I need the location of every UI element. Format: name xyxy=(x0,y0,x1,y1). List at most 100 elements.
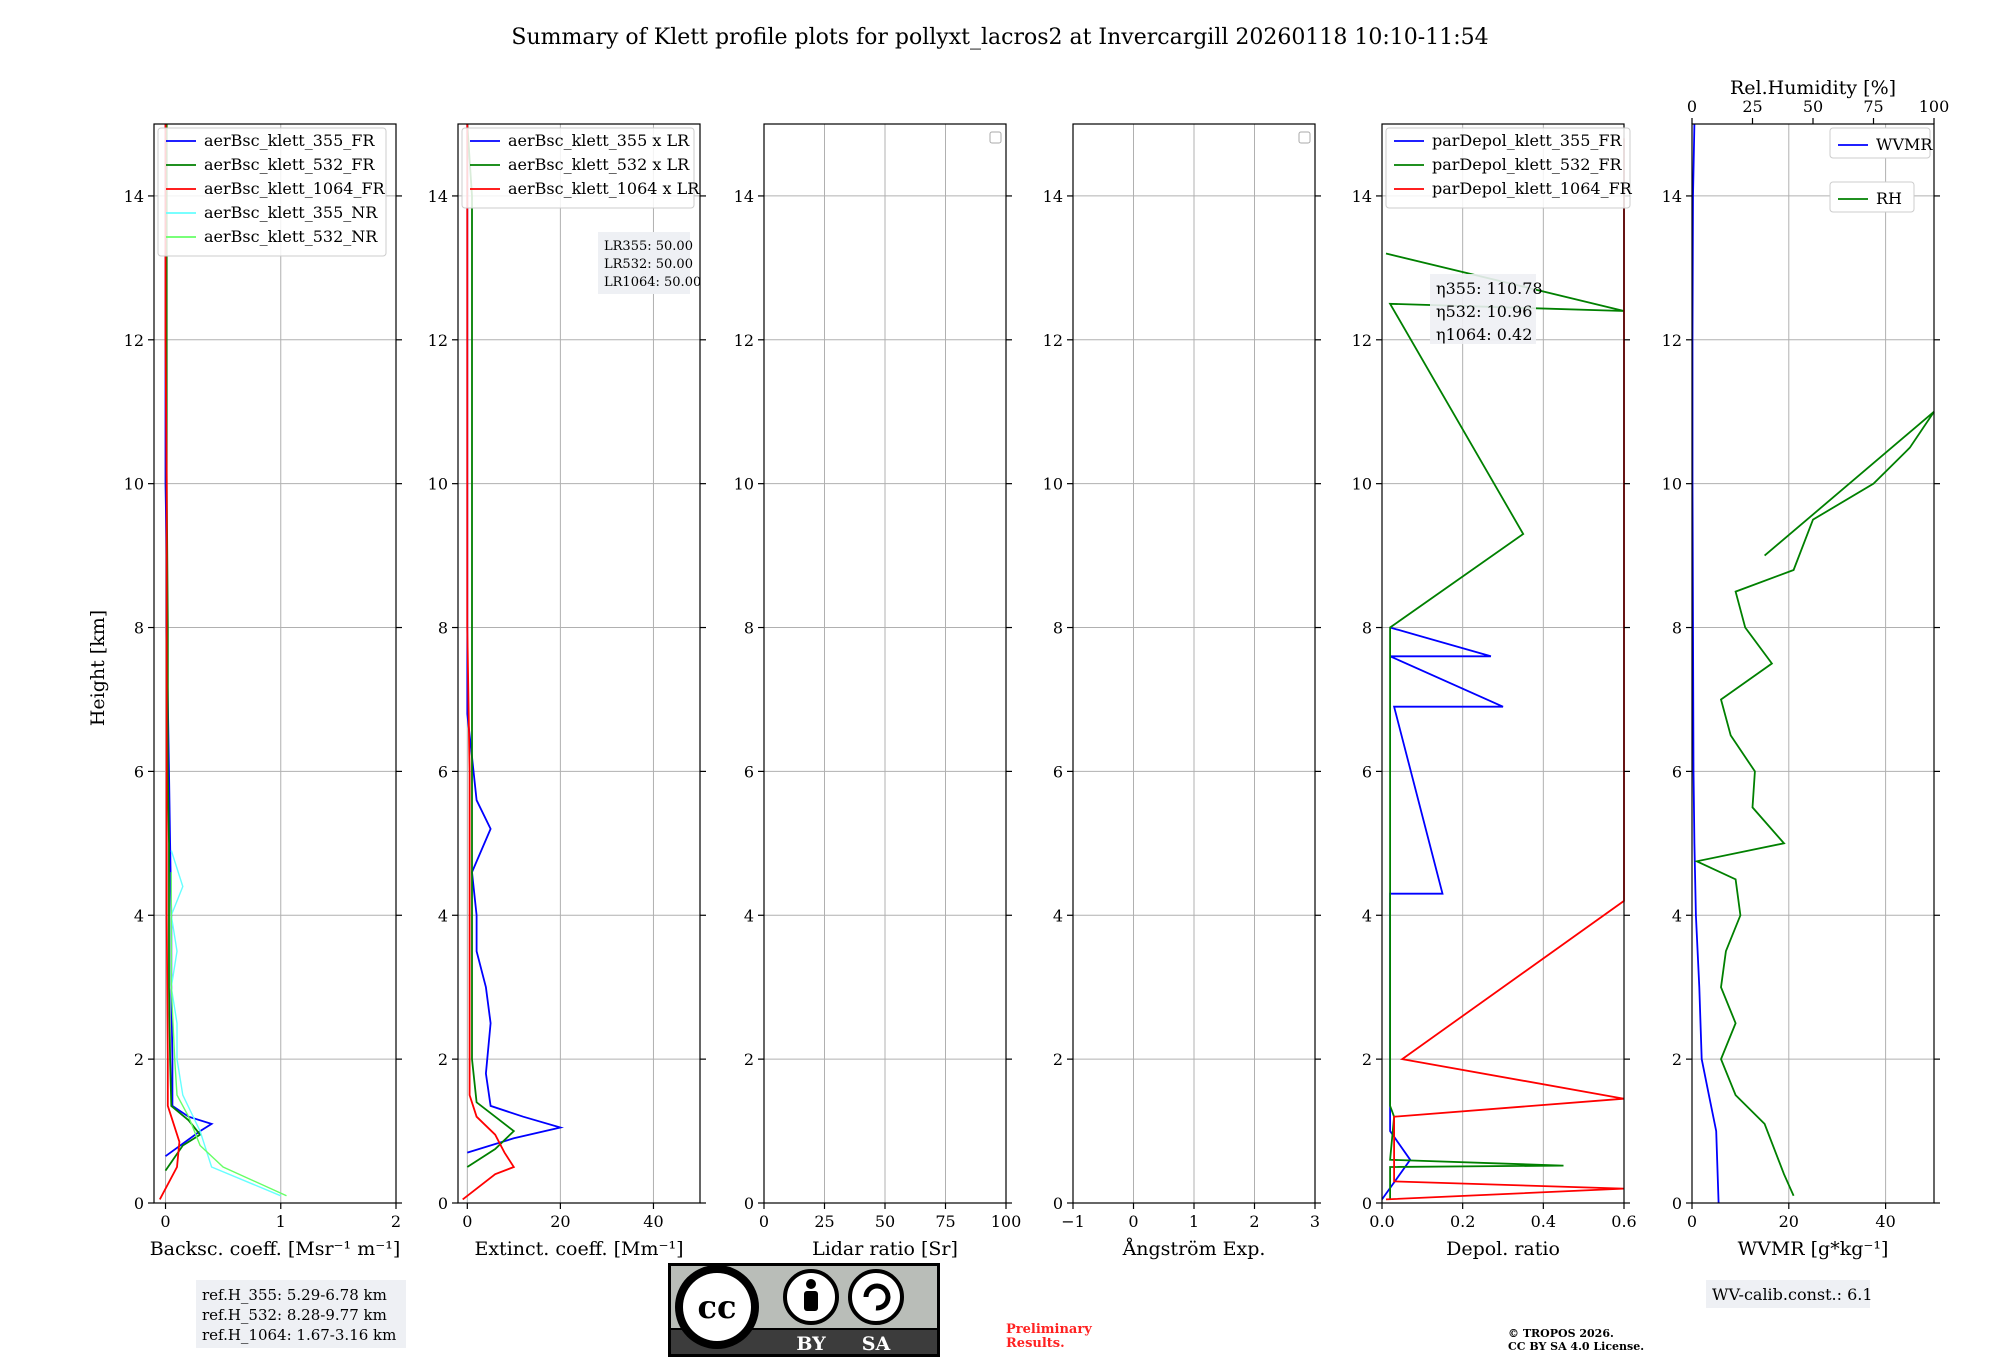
x-tick-label: 3 xyxy=(1310,1212,1320,1231)
y-tick-label: 8 xyxy=(438,619,448,638)
legend-label: parDepol_klett_355_FR xyxy=(1432,131,1623,150)
y-tick-label: 12 xyxy=(428,331,448,350)
y-tick-label: 0 xyxy=(744,1194,754,1213)
y-tick-label: 2 xyxy=(744,1050,754,1069)
y-tick-label: 8 xyxy=(1053,619,1063,638)
series-line-aerBsc_klett_1064 x LR xyxy=(462,124,516,1201)
figure-title: Summary of Klett profile plots for polly… xyxy=(511,25,1488,50)
y-tick-label: 14 xyxy=(1662,187,1682,206)
x-tick-label: 50 xyxy=(875,1212,895,1231)
y-tick-label: 6 xyxy=(134,762,144,781)
x-tick-label: 1 xyxy=(276,1212,286,1231)
eta-value: η1064: 0.42 xyxy=(1436,325,1532,344)
y-tick-label: 10 xyxy=(734,475,754,494)
wv-calib-box: WV-calib.const.: 6.1 xyxy=(1706,1280,1873,1308)
y-tick-label: 12 xyxy=(1043,331,1063,350)
y-tick-label: 2 xyxy=(438,1050,448,1069)
series-line-aerBsc_klett_532_FR xyxy=(164,124,202,1172)
y-tick-label: 12 xyxy=(1662,331,1682,350)
legend-box xyxy=(1385,127,1631,209)
preliminary-line2: Results. xyxy=(1006,1336,1065,1351)
y-tick-label: 6 xyxy=(744,762,754,781)
panel-2: 0 2 4 6 8 10 12 14 0 20 40 Extinct. coeff. [Mm⁻¹] ae… xyxy=(428,123,706,1260)
legend-box xyxy=(157,127,387,257)
series-line-RH xyxy=(1693,411,1935,1197)
x-axis-label: WVMR [g*kg⁻¹] xyxy=(1738,1238,1889,1260)
ref-height-355: ref.H_355: 5.29-6.78 km xyxy=(202,1286,387,1304)
person-head-icon xyxy=(806,1279,816,1289)
y-tick-label: 2 xyxy=(1362,1050,1372,1069)
series-line-aerBsc_klett_355 x LR xyxy=(466,124,564,1154)
x-tick-label: 0.0 xyxy=(1369,1212,1394,1231)
x-tick-label: 1 xyxy=(1189,1212,1199,1231)
y-tick-label: 14 xyxy=(734,187,754,206)
ref-height-1064: ref.H_1064: 1.67-3.16 km xyxy=(202,1326,396,1344)
series-line-aerBsc_klett_532_NR xyxy=(170,872,287,1197)
legend-label: aerBsc_klett_532_FR xyxy=(204,155,375,174)
legend-label: aerBsc_klett_355 x LR xyxy=(508,131,690,150)
x-axis-label: Ångström Exp. xyxy=(1122,1238,1266,1260)
cc-license-badge: cc BY SA xyxy=(668,1263,940,1357)
x-tick-label: 20 xyxy=(1779,1212,1799,1231)
y-tick-label: 4 xyxy=(1362,906,1372,925)
y-tick-label: 8 xyxy=(1362,619,1372,638)
lr-value: LR1064: 50.00 xyxy=(604,275,701,290)
sa-arrow-icon xyxy=(863,1283,891,1311)
y-tick-label: 10 xyxy=(428,475,448,494)
wv-calib-text: WV-calib.const.: 6.1 xyxy=(1712,1285,1873,1304)
legend-box-wvmr xyxy=(1829,127,1931,159)
legend-label: aerBsc_klett_532_NR xyxy=(204,227,378,246)
top-x-tick-label: 100 xyxy=(1919,97,1950,116)
plot-frame xyxy=(457,123,701,1204)
top-x-tick-label: 25 xyxy=(1742,97,1762,116)
x-tick-label: −1 xyxy=(1061,1212,1085,1231)
by-label: BY xyxy=(796,1333,826,1355)
panel-6: 0 2 4 6 8 10 12 14 0 20 40 WVMR [g*kg⁻¹] 0 25 50 75 100 R… xyxy=(1662,77,1950,1260)
series-line-aerBsc_klett_532 x LR xyxy=(466,123,516,1168)
y-tick-label: 12 xyxy=(734,331,754,350)
x-tick-label: 40 xyxy=(643,1212,663,1231)
x-tick-label: 100 xyxy=(991,1212,1022,1231)
series-line-aerBsc_klett_355_NR xyxy=(170,850,282,1197)
x-tick-label: 2 xyxy=(1249,1212,1259,1231)
sa-share-icon xyxy=(848,1269,904,1325)
y-tick-label: 4 xyxy=(1053,906,1063,925)
y-tick-label: 0 xyxy=(1362,1194,1372,1213)
ref-height-box: ref.H_355: 5.29-6.78 km ref.H_532: 8.28-… xyxy=(196,1280,406,1348)
series-line-WVMR xyxy=(1691,123,1720,1204)
y-tick-label: 6 xyxy=(1362,762,1372,781)
y-tick-label: 2 xyxy=(1053,1050,1063,1069)
ref-height-532: ref.H_532: 8.28-9.77 km xyxy=(202,1306,387,1324)
x-tick-label: 2 xyxy=(391,1212,401,1231)
y-tick-label: 12 xyxy=(124,331,144,350)
y-tick-label: 0 xyxy=(1672,1194,1682,1213)
x-tick-label: 0 xyxy=(1687,1212,1697,1231)
top-x-tick-label: 75 xyxy=(1863,97,1883,116)
panel-5: 0 2 4 6 8 10 12 14 0.0 0.2 0.4 0.6 Depol. ratio parDe… xyxy=(1352,123,1637,1260)
y-axis-label: Height [km] xyxy=(87,610,109,726)
y-tick-label: 6 xyxy=(438,762,448,781)
y-tick-label: 4 xyxy=(744,906,754,925)
legend-label: WVMR xyxy=(1876,135,1933,154)
legend-box-rh xyxy=(1829,181,1915,213)
y-tick-label: 14 xyxy=(124,187,144,206)
legend-box xyxy=(461,127,695,209)
y-tick-label: 10 xyxy=(1662,475,1682,494)
y-tick-label: 4 xyxy=(134,906,144,925)
legend-label: aerBsc_klett_355_FR xyxy=(204,131,375,150)
x-axis-label: Depol. ratio xyxy=(1446,1238,1560,1260)
legend-label: aerBsc_klett_1064 x LR xyxy=(508,179,700,198)
x-tick-label: 0.4 xyxy=(1531,1212,1556,1231)
x-tick-label: 40 xyxy=(1875,1212,1895,1231)
legend-label: parDepol_klett_1064_FR xyxy=(1432,179,1633,198)
empty-legend-box xyxy=(989,131,1002,144)
x-tick-label: 25 xyxy=(814,1212,834,1231)
series-line-parDepol_klett_355_FR xyxy=(1381,626,1504,1200)
lr-box xyxy=(598,232,690,294)
copyright-line1: © TROPOS 2026. xyxy=(1508,1327,1614,1340)
y-tick-label: 14 xyxy=(428,187,448,206)
